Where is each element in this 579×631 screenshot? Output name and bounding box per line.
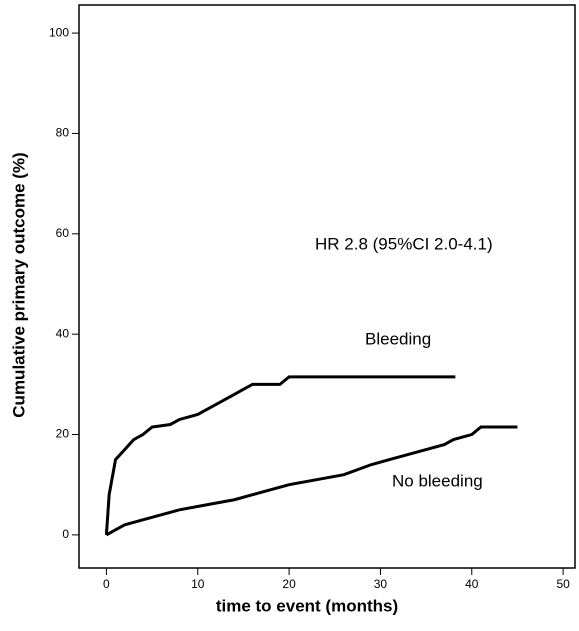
x-tick-label: 0: [103, 577, 110, 591]
y-tick-label: 80: [56, 126, 70, 140]
plot-frame: [78, 4, 576, 569]
series-line: [105, 425, 518, 537]
x-tick-label: 10: [191, 577, 205, 591]
y-tick-label: 20: [56, 427, 70, 441]
x-tick-label: 50: [556, 577, 570, 591]
annotation: HR 2.8 (95%CI 2.0-4.1): [315, 234, 493, 253]
y-tick-label: 40: [56, 326, 70, 340]
y-tick-label: 0: [62, 527, 69, 541]
y-tick-label: 100: [49, 25, 69, 39]
x-tick-label: 30: [374, 577, 388, 591]
series-label: Bleeding: [365, 329, 431, 348]
y-tick-label: 60: [56, 226, 70, 240]
y-axis-label: Cumulative primary outcome (%): [9, 152, 28, 417]
x-tick-label: 40: [465, 577, 479, 591]
x-tick-label: 20: [282, 577, 296, 591]
series-line: [104, 375, 456, 535]
x-axis-label: time to event (months): [216, 596, 398, 615]
series-label: No bleeding: [392, 471, 483, 490]
